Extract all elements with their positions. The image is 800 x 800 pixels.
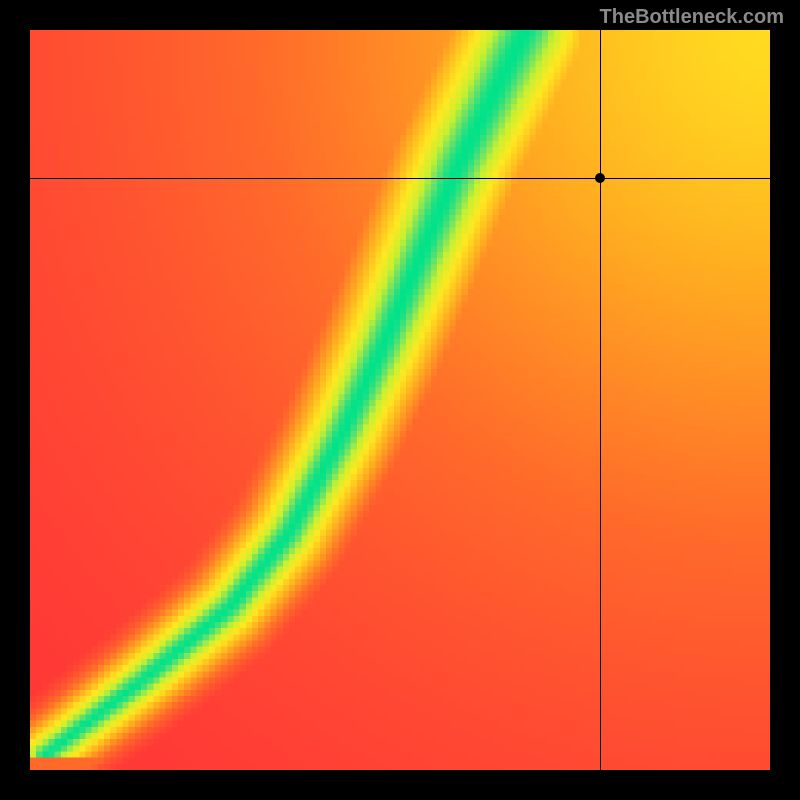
heatmap-canvas xyxy=(30,30,770,770)
watermark-text: TheBottleneck.com xyxy=(600,6,784,29)
heatmap-plot xyxy=(30,30,770,770)
crosshair-marker xyxy=(595,173,605,183)
crosshair-vertical xyxy=(600,30,601,770)
crosshair-horizontal xyxy=(30,178,770,179)
